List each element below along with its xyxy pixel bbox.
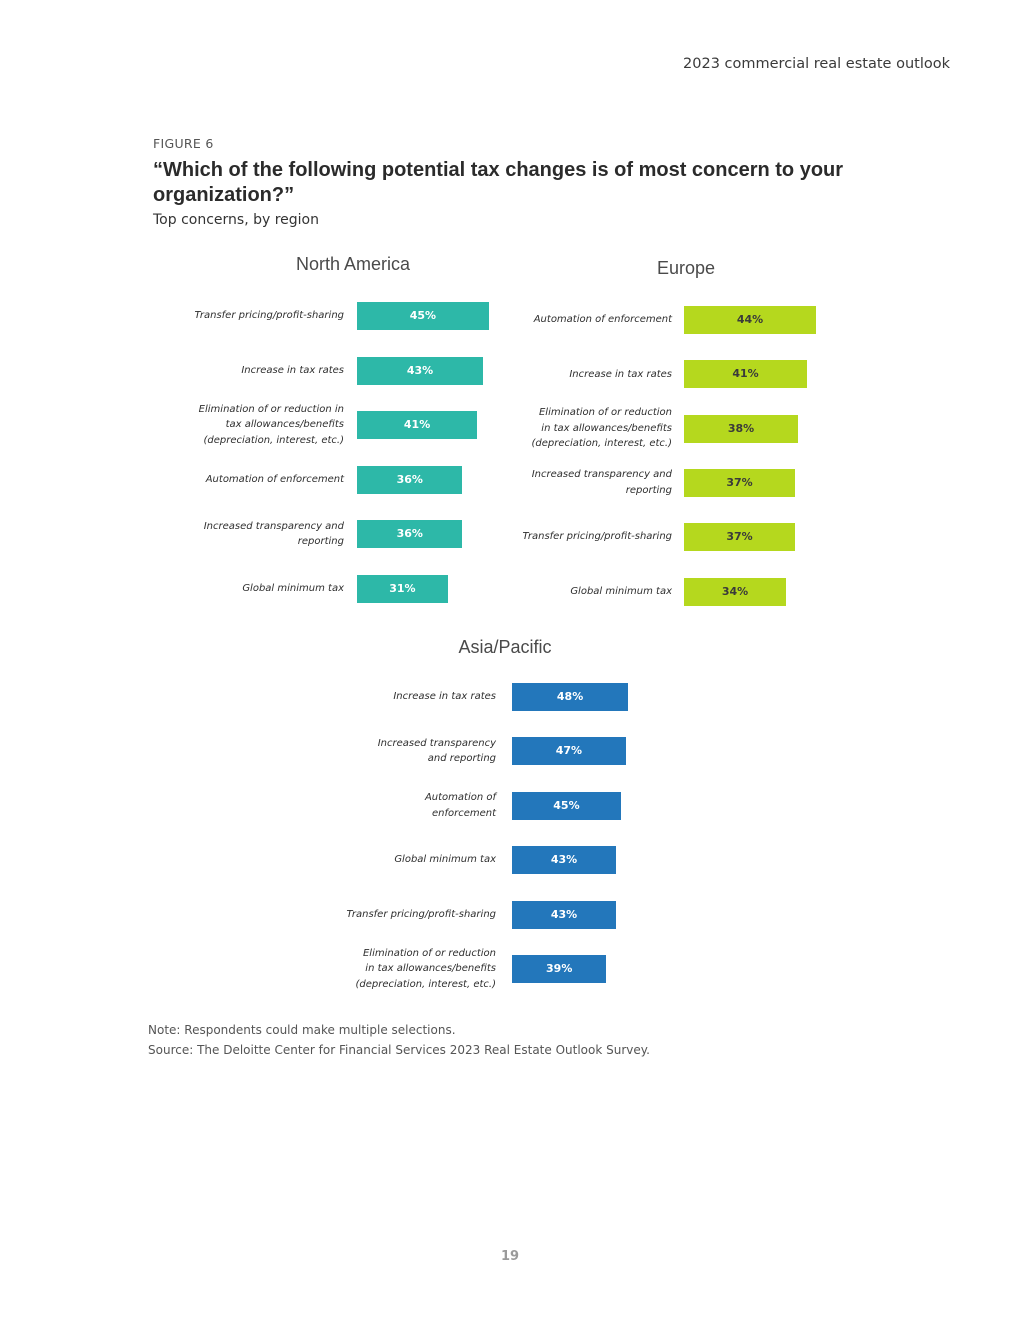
bar: 43% [357,356,483,385]
document-header-title: 2023 commercial real estate outlook [683,56,950,72]
category-label: Transfer pricing/profit-sharing [194,310,344,322]
bar-value-label: 31% [389,582,416,595]
bar: 38% [684,414,798,443]
chart-title-asia-pacific: Asia/Pacific [458,637,552,657]
chart-source: Source: The Deloitte Center for Financia… [148,1043,650,1057]
bar-value-label: 39% [546,962,573,975]
chart-note: Note: Respondents could make multiple se… [148,1023,456,1037]
bar-value-label: 48% [556,690,584,703]
category-label: Automation of enforcement [424,792,496,819]
bar: 41% [357,411,478,440]
category-label: Increase in tax rates [241,364,344,376]
bar: 37% [684,468,795,497]
bar-value-label: 37% [726,475,753,489]
bar-value-label: 43% [550,853,578,867]
bar: 31% [357,575,448,603]
figure-title: “Which of the following potential tax ch… [153,159,844,206]
bar-value-label: 37% [726,530,753,544]
bar-value-label: 41% [403,418,431,432]
bar: 36% [357,465,463,494]
bar-value-label: 45% [409,309,437,322]
bar: 45% [512,791,621,820]
category-label: Global minimum tax [570,585,672,597]
bar: 48% [512,683,629,711]
bar: 44% [684,306,816,334]
category-label: Global minimum tax [394,854,496,866]
bar-value-label: 41% [732,367,759,381]
bar-value-label: 36% [396,472,423,486]
category-label: Elimination of or reduction in tax allowa… [198,403,344,446]
category-label: Global minimum tax [242,583,344,595]
chart-title-europe: Europe [656,258,716,278]
category-label: Increased transparency and reporting [531,469,672,496]
figure-label: FIGURE 6 [153,136,214,151]
category-label: Increased transparency and reporting [203,520,344,548]
page-number: 19 [500,1249,520,1264]
bar: 43% [512,900,617,929]
figure-subtitle: Top concerns, by region [153,212,319,228]
category-label: Transfer pricing/profit-sharing [346,908,496,920]
bar-value-label: 44% [736,313,764,326]
bar: 37% [684,523,795,552]
bar-value-label: 43% [550,907,578,921]
category-label: Automation of enforcement [205,474,344,486]
chart-title-north-america: North America [295,254,411,274]
bar: 45% [357,302,489,330]
bar-value-label: 45% [553,798,580,812]
bar: 39% [512,955,607,983]
category-label: Increase in tax rates [393,691,496,703]
bar: 36% [357,520,463,549]
bar-value-label: 34% [721,584,749,598]
bar: 47% [512,737,626,766]
category-label: Transfer pricing/profit-sharing [522,531,672,543]
category-label: Elimination of or reduction in tax allowa… [355,947,496,990]
bar-value-label: 38% [727,421,755,435]
category-label: Increase in tax rates [569,368,672,380]
bar-value-label: 47% [555,744,583,758]
category-label: Increased transparency and reporting [377,737,496,765]
bar-value-label: 43% [406,363,434,377]
category-label: Elimination of or reduction in tax allowa… [531,407,672,450]
bar-value-label: 36% [396,527,423,541]
bar: 41% [684,360,807,389]
bar: 43% [512,846,617,875]
category-label: Automation of enforcement [533,314,672,326]
bar: 34% [684,577,786,606]
